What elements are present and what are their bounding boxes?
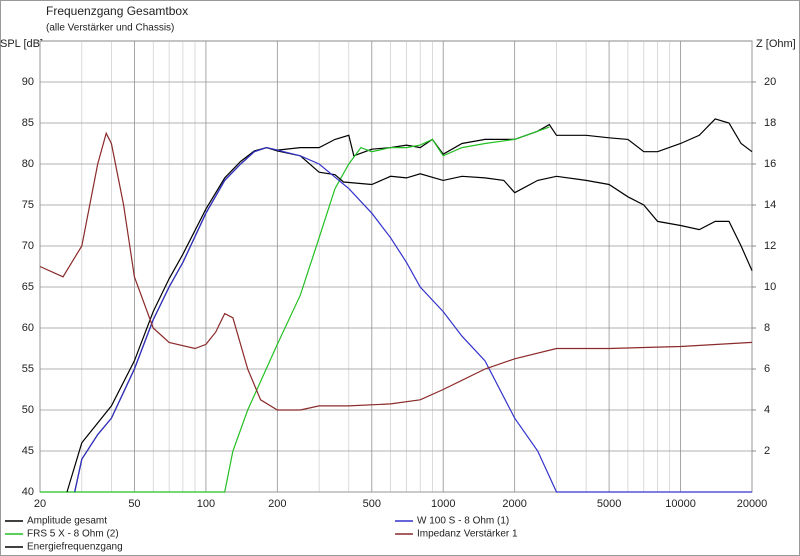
series-line: [66, 146, 753, 493]
x-tick-label: 20: [34, 498, 46, 510]
y-tick-label: 90: [22, 76, 34, 88]
legend-label: W 100 S - 8 Ohm (1): [417, 516, 509, 527]
x-tick-label: 5000: [597, 498, 621, 510]
x-tick-label: 100: [197, 498, 215, 510]
series-line: [40, 126, 550, 493]
x-tick-label: 20000: [737, 498, 768, 510]
y2-tick-label: 2: [764, 445, 770, 457]
y2-tick-label: 4: [764, 404, 770, 416]
y-tick-label: 70: [22, 240, 34, 252]
x-tick-label: 1000: [431, 498, 455, 510]
chart-subtitle: (alle Verstärker und Chassis): [46, 23, 174, 34]
y-tick-label: 65: [22, 281, 34, 293]
y-tick-label: 40: [22, 486, 34, 498]
x-tick-label: 10000: [665, 498, 696, 510]
y-tick-label: 55: [22, 363, 34, 375]
y-axis-label: SPL [dB]: [0, 38, 43, 50]
y2-tick-label: 8: [764, 322, 770, 334]
y2-tick-label: 18: [764, 117, 776, 129]
y2-tick-label: 16: [764, 158, 776, 170]
legend-label: Impedanz Verstärker 1: [417, 529, 518, 540]
series-line: [74, 146, 752, 493]
y-tick-label: 85: [22, 117, 34, 129]
y-tick-label: 80: [22, 158, 34, 170]
x-tick-label: 200: [268, 498, 286, 510]
y-tick-label: 60: [22, 322, 34, 334]
y-tick-label: 45: [22, 445, 34, 457]
y2-tick-label: 6: [764, 363, 770, 375]
y2-axis-label: Z [Ohm]: [756, 38, 796, 50]
legend-label: FRS 5 X - 8 Ohm (2): [27, 529, 119, 540]
y-tick-label: 50: [22, 404, 34, 416]
y2-tick-label: 20: [764, 76, 776, 88]
y-tick-label: 75: [22, 199, 34, 211]
series-line: [39, 131, 753, 411]
legend-label: Amplitude gesamt: [27, 516, 107, 527]
y2-tick-label: 10: [764, 281, 776, 293]
x-tick-label: 2000: [502, 498, 526, 510]
chart-title: Frequenzgang Gesamtbox: [46, 4, 188, 18]
x-tick-label: 500: [363, 498, 381, 510]
plot-area: [39, 40, 753, 493]
legend-label: Energiefrequenzgang: [27, 542, 123, 553]
y2-tick-label: 12: [764, 240, 776, 252]
y2-tick-label: 14: [764, 199, 776, 211]
x-tick-label: 50: [128, 498, 140, 510]
